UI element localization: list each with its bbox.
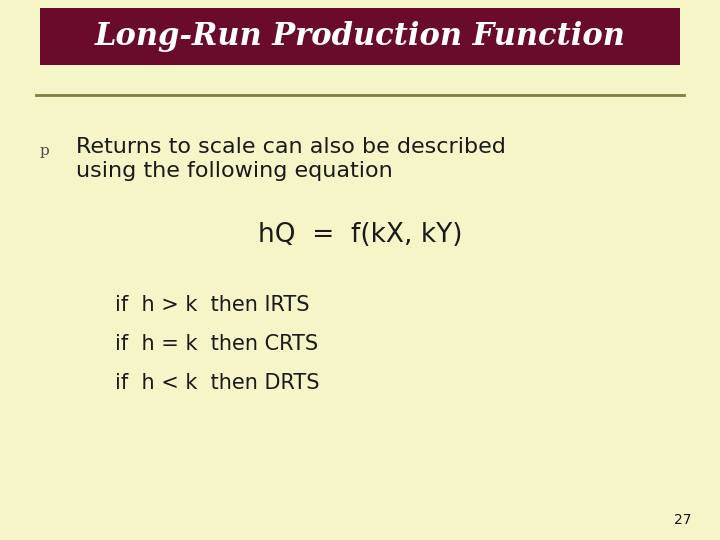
FancyBboxPatch shape [40,8,680,65]
Text: 27: 27 [674,512,691,526]
Text: p: p [40,144,50,158]
Text: hQ  =  f(kX, kY): hQ = f(kX, kY) [258,222,462,248]
Text: using the following equation: using the following equation [76,161,392,181]
Text: Long-Run Production Function: Long-Run Production Function [94,21,626,52]
Text: if  h > k  then IRTS: if h > k then IRTS [115,295,310,315]
Text: Returns to scale can also be described: Returns to scale can also be described [76,137,505,157]
Text: if  h < k  then DRTS: if h < k then DRTS [115,373,320,393]
Text: if  h = k  then CRTS: if h = k then CRTS [115,334,318,354]
